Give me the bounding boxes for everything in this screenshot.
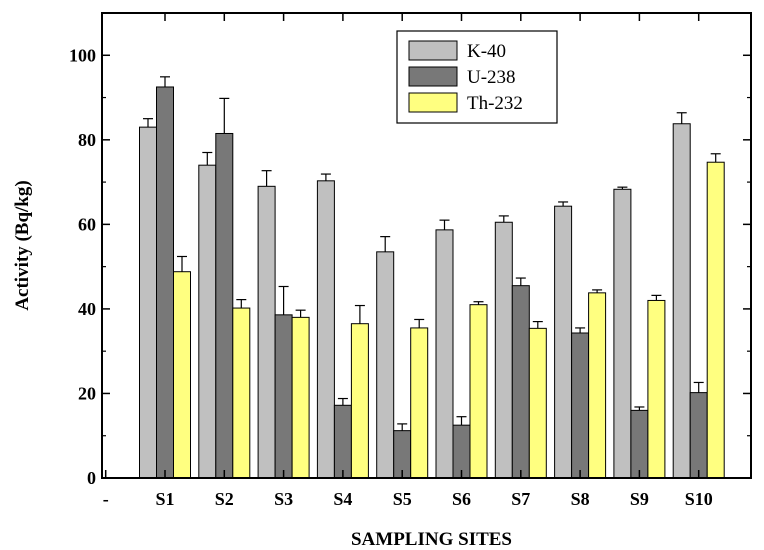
bar-th232-s8 [588, 292, 607, 479]
x-tick-label-extra: - [103, 489, 109, 509]
legend-swatch-th232 [408, 92, 458, 113]
bar-k40-s8 [554, 205, 573, 479]
bar-k40-s1 [139, 126, 157, 479]
legend-swatch-k40 [408, 40, 458, 61]
bar-u238-s2 [215, 132, 234, 479]
x-tick-label-s10: S10 [685, 489, 713, 509]
y-tick-label-40: 40 [78, 299, 96, 319]
y-tick-label-80: 80 [78, 130, 96, 150]
legend: K-40 U-238 Th-232 [396, 30, 558, 124]
legend-label-u238: U-238 [467, 67, 516, 88]
x-tick-label-s9: S9 [630, 489, 649, 509]
x-axis-title: SAMPLING SITES [351, 529, 512, 550]
bar-k40-s6 [435, 229, 454, 479]
x-tick-label-s5: S5 [393, 489, 412, 509]
y-tick-label-20: 20 [78, 383, 96, 403]
bar-u238-s10 [689, 392, 708, 479]
x-tick-label-s1: S1 [155, 489, 174, 509]
x-tick-label-s7: S7 [511, 489, 530, 509]
bar-u238-s1 [156, 86, 174, 479]
legend-label-th232: Th-232 [467, 93, 523, 114]
x-tick-label-s8: S8 [571, 489, 590, 509]
bar-th232-s7 [528, 327, 547, 479]
bar-u238-s4 [333, 404, 352, 479]
bar-th232-s3 [291, 316, 310, 479]
x-tick-label-s2: S2 [215, 489, 234, 509]
bar-u238-s7 [511, 285, 530, 479]
x-tick-label-s6: S6 [452, 489, 471, 509]
axis-layer: 0 20 40 60 80 100 - S1 S2 S3 S4 S5 S6 S7 S8 S9 S10 [69, 13, 751, 509]
x-tick-label-s4: S4 [333, 489, 352, 509]
legend-swatch-u238 [408, 66, 458, 87]
bar-k40-s10 [672, 123, 691, 479]
bar-k40-s2 [198, 164, 217, 479]
bar-k40-s5 [376, 251, 395, 479]
bar-k40-s7 [494, 221, 513, 479]
bar-u238-s9 [630, 409, 649, 479]
bar-th232-s2 [232, 307, 251, 479]
bar-k40-s4 [316, 180, 335, 479]
y-tick-label-60: 60 [78, 214, 96, 234]
bar-k40-s3 [257, 185, 276, 479]
bar-th232-s9 [647, 299, 666, 479]
y-axis-title: Activity (Bq/kg) [12, 180, 33, 310]
plot-frame [101, 12, 752, 479]
bar-th232-s5 [410, 327, 429, 479]
error-bars-layer [143, 76, 721, 431]
y-tick-label-0: 0 [87, 468, 96, 488]
bar-u238-s3 [274, 314, 293, 479]
bar-u238-s8 [571, 332, 590, 479]
bar-th232-s1 [173, 271, 191, 479]
bar-th232-s6 [469, 304, 488, 479]
legend-label-k40: K-40 [467, 41, 506, 62]
bar-k40-s9 [613, 188, 632, 479]
bars-layer [139, 86, 725, 479]
x-tick-label-s3: S3 [274, 489, 293, 509]
bar-th232-s4 [350, 323, 369, 479]
bar-th232-s10 [706, 161, 725, 479]
y-tick-label-100: 100 [69, 45, 96, 65]
